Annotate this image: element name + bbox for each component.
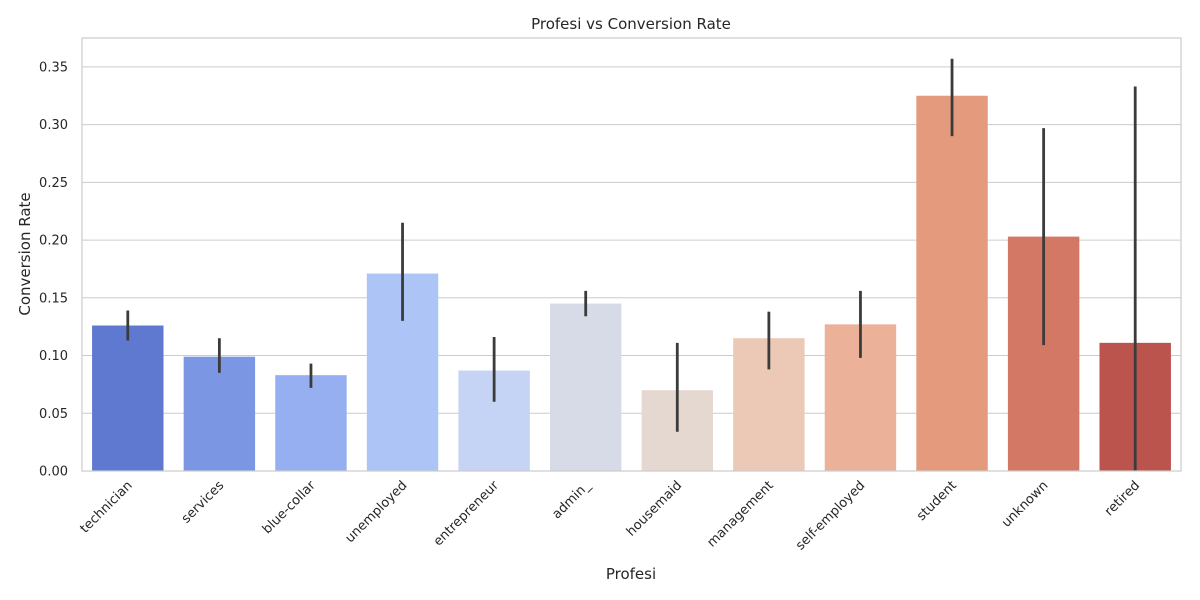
x-axis-title: Profesi [606, 565, 656, 583]
x-tick-label: admin_ [550, 478, 594, 522]
y-tick-label: 0.25 [39, 176, 68, 191]
y-tick-label: 0.30 [39, 118, 68, 133]
y-tick-label: 0.10 [39, 349, 68, 364]
x-tick-label: student [914, 478, 960, 524]
gridlines [82, 66, 1181, 472]
x-tick-label: housemaid [624, 478, 685, 539]
y-tick-label: 0.00 [39, 465, 68, 480]
x-tick-label: entrepreneur [431, 478, 503, 550]
x-tick-labels: technician services blue-collar unemployed e… [77, 478, 1143, 554]
y-tick-label: 0.15 [39, 291, 68, 306]
error-bars [126, 58, 1137, 471]
x-tick-label: services [179, 478, 227, 526]
x-tick-label: blue-collar [260, 478, 319, 537]
bar-blue-collar [275, 375, 347, 471]
x-tick-label: technician [77, 478, 135, 536]
y-tick-label: 0.35 [39, 60, 68, 75]
bar-services [183, 356, 256, 471]
y-tick-label: 0.20 [39, 234, 68, 249]
bar-technician [92, 325, 164, 471]
y-tick-label: 0.05 [39, 407, 68, 422]
x-tick-label: unemployed [343, 478, 411, 546]
x-tick-label: retired [1102, 478, 1143, 519]
x-tick-label: management [705, 478, 777, 550]
x-tick-label: self-employed [793, 478, 868, 553]
y-axis-title: Conversion Rate [16, 192, 34, 315]
chart-title: Profesi vs Conversion Rate [531, 15, 731, 33]
bar-admin_ [549, 303, 622, 471]
y-tick-labels: 0.00 0.05 0.10 0.15 0.20 0.25 0.30 0.35 [39, 60, 68, 479]
x-tick-label: unknown [999, 478, 1051, 530]
bars [92, 95, 1171, 471]
bar-student [916, 95, 988, 471]
plot-frame [81, 37, 1182, 472]
